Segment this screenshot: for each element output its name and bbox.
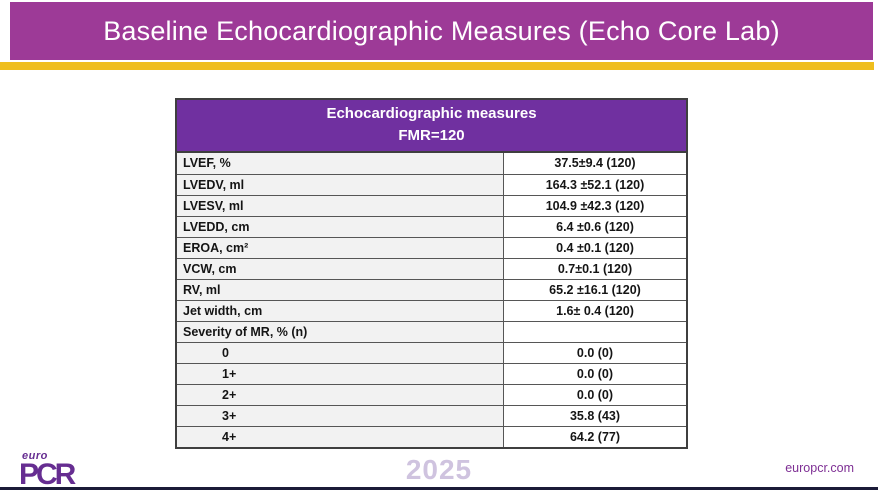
- table-row: Jet width, cm 1.6± 0.4 (120): [177, 299, 686, 321]
- europcr-logo-pcr-text: PCR: [19, 458, 76, 491]
- table-row: LVEDV, ml 164.3 ±52.1 (120): [177, 173, 686, 195]
- row-label: 4+: [177, 426, 504, 447]
- table-row: 1+ 0.0 (0): [177, 362, 686, 384]
- echo-measures-table: Echocardiographic measures FMR=120 LVEF,…: [175, 98, 688, 449]
- table-row: EROA, cm² 0.4 ±0.1 (120): [177, 236, 686, 258]
- row-label: LVESV, ml: [177, 195, 504, 216]
- table-body: LVEF, % 37.5±9.4 (120) LVEDV, ml 164.3 ±52.…: [177, 152, 686, 447]
- slide-title: Baseline Echocardiographic Measures (Ech…: [103, 15, 780, 46]
- table-row: LVESV, ml 104.9 ±42.3 (120): [177, 194, 686, 216]
- row-label: 0: [177, 342, 504, 363]
- slide-title-bar: Baseline Echocardiographic Measures (Ech…: [10, 2, 873, 60]
- row-value: 37.5±9.4 (120): [504, 152, 686, 174]
- table-row: 0 0.0 (0): [177, 341, 686, 363]
- table-header-line1: Echocardiographic measures: [326, 105, 537, 122]
- row-value: 64.2 (77): [504, 426, 686, 447]
- row-label: 3+: [177, 405, 504, 426]
- europcr-logo-euro-text: euro: [22, 450, 48, 462]
- footer-year: 2025: [405, 454, 473, 485]
- table-row: 3+ 35.8 (43): [177, 404, 686, 426]
- row-value: 0.0 (0): [504, 363, 686, 384]
- row-value: 0.7±0.1 (120): [504, 258, 686, 279]
- gold-divider-bar: [0, 62, 874, 70]
- table-row: Severity of MR, % (n): [177, 320, 686, 342]
- bottom-rule: [0, 487, 878, 490]
- row-value: 35.8 (43): [504, 405, 686, 426]
- table-row: LVEF, % 37.5±9.4 (120): [177, 152, 686, 174]
- row-value: 104.9 ±42.3 (120): [504, 195, 686, 216]
- row-label: 1+: [177, 363, 504, 384]
- row-label: LVEDV, ml: [177, 174, 504, 195]
- row-value: [504, 321, 686, 342]
- row-label: VCW, cm: [177, 258, 504, 279]
- table-header: Echocardiographic measures FMR=120: [177, 100, 686, 153]
- table-row: VCW, cm 0.7±0.1 (120): [177, 257, 686, 279]
- row-value: 6.4 ±0.6 (120): [504, 216, 686, 237]
- row-label: LVEDD, cm: [177, 216, 504, 237]
- row-value: 0.0 (0): [504, 342, 686, 363]
- row-label: Severity of MR, % (n): [177, 321, 504, 342]
- table-row: 4+ 64.2 (77): [177, 425, 686, 447]
- row-value: 164.3 ±52.1 (120): [504, 174, 686, 195]
- table-header-line2: FMR=120: [398, 126, 465, 144]
- row-value: 0.0 (0): [504, 384, 686, 405]
- row-value: 65.2 ±16.1 (120): [504, 279, 686, 300]
- row-label: Jet width, cm: [177, 300, 504, 321]
- europcr-logo: euro PCR: [19, 450, 76, 491]
- row-label: RV, ml: [177, 279, 504, 300]
- table-row: 2+ 0.0 (0): [177, 383, 686, 405]
- europcr-link[interactable]: europcr.com: [785, 461, 854, 475]
- table-row: LVEDD, cm 6.4 ±0.6 (120): [177, 215, 686, 237]
- table-row: RV, ml 65.2 ±16.1 (120): [177, 278, 686, 300]
- row-label: 2+: [177, 384, 504, 405]
- row-label: EROA, cm²: [177, 237, 504, 258]
- row-value: 0.4 ±0.1 (120): [504, 237, 686, 258]
- row-label: LVEF, %: [177, 152, 504, 174]
- row-value: 1.6± 0.4 (120): [504, 300, 686, 321]
